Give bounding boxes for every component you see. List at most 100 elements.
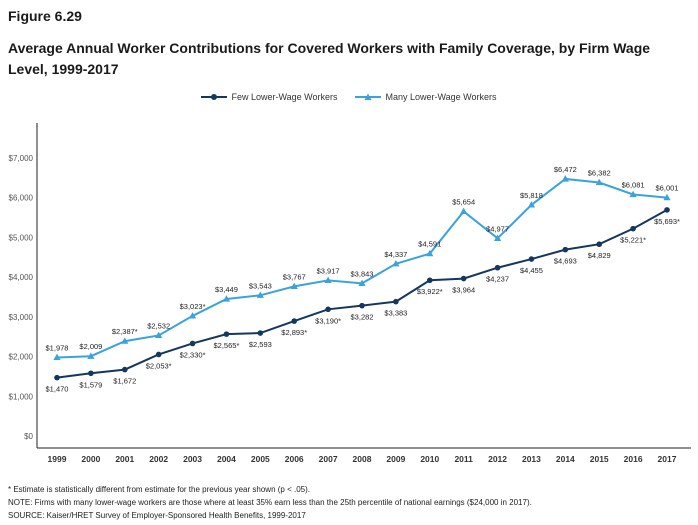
data-point-many [561,175,569,182]
data-point-few [562,246,569,253]
y-tick-label: $1,000 [9,392,34,401]
data-point-many [460,207,468,215]
data-point-few [155,351,162,358]
data-point-many [222,295,231,302]
y-tick-label: $3,000 [9,313,34,322]
data-point-few [189,340,196,347]
data-label-few: $2,593 [249,340,272,349]
data-label-few: $3,282 [351,313,374,322]
note-significance: * Estimate is statistically different fr… [8,485,310,494]
chart-notes: * Estimate is statistically different fr… [8,483,532,522]
x-tick-label: 2007 [319,454,338,464]
data-label-many: $4,337 [384,250,407,259]
legend-label-many: Many Lower-Wage Workers [385,92,497,102]
data-point-few [630,225,636,232]
data-label-few: $4,829 [588,251,611,260]
x-tick-label: 2016 [624,454,643,464]
data-label-many: $3,543 [249,281,272,290]
y-tick-label: $4,000 [9,273,34,282]
data-point-many [53,353,61,361]
data-point-few [359,302,365,309]
y-tick-label: $7,000 [9,154,34,163]
data-point-few [88,370,94,377]
data-label-many: $6,382 [588,169,611,178]
data-point-many [595,178,603,186]
note-source: SOURCE: Kaiser/HRET Survey of Employer-S… [8,511,306,520]
x-tick-label: 2011 [454,454,473,464]
x-tick-label: 2000 [81,454,100,464]
data-point-few [325,306,331,313]
data-label-few: $4,237 [486,275,509,284]
data-point-many [87,352,95,359]
y-tick-label: $2,000 [9,353,34,362]
data-point-many [188,312,197,319]
y-tick-label: $0 [24,432,33,441]
data-label-many: $6,001 [656,184,679,193]
x-tick-label: 2017 [658,454,677,464]
data-point-few [426,277,433,284]
x-tick-label: 2005 [251,454,270,464]
data-point-many [121,337,129,344]
x-tick-label: 2013 [522,454,541,464]
data-label-few: $1,470 [46,385,69,394]
data-label-few: $2,565* [214,341,240,350]
data-label-many: $2,009 [79,342,102,351]
x-tick-label: 2009 [386,454,405,464]
x-tick-label: 2008 [353,454,372,464]
data-label-many: $5,654 [452,197,475,206]
data-label-few: $1,672 [113,377,136,386]
data-point-many [663,193,671,201]
data-label-many: $3,449 [215,285,238,294]
data-point-few [121,366,128,373]
data-label-few: $3,964 [452,286,475,295]
data-label-many: $4,977 [486,224,509,233]
x-tick-label: 2010 [420,454,439,464]
data-label-many: $2,387* [112,327,138,336]
x-tick-label: 2006 [285,454,304,464]
data-label-many: $6,081 [622,180,645,189]
data-point-few [257,330,264,336]
data-point-many [527,201,536,208]
data-point-few [664,207,670,213]
data-point-many [155,331,163,339]
data-point-many [324,276,332,284]
data-point-few [54,374,60,381]
data-label-few: $5,221* [620,236,646,245]
data-label-few: $3,922* [417,287,443,296]
y-tick-label: $5,000 [9,233,34,242]
data-label-many: $5,818 [520,191,543,200]
data-label-many: $3,767 [283,272,306,281]
data-label-few: $4,455 [520,266,543,275]
data-point-few [393,298,399,305]
line-chart: $0 $1,000 $2,000 $3,000 $4,000 $5,000 $6,000 $7… [9,123,691,464]
data-label-many: $2,532 [147,321,170,330]
x-tick-label: 2014 [556,454,575,464]
data-point-few [494,264,501,271]
x-tick-label: 2003 [183,454,202,464]
x-tick-label: 2015 [590,454,609,464]
note-definition: NOTE: Firms with many lower-wage workers… [8,498,532,507]
data-label-few: $3,383 [384,309,407,318]
series-line-many [56,177,668,359]
chart-title: Average Annual Worker Contributions for … [8,40,651,77]
data-point-few [460,275,467,282]
data-label-many: $1,978 [46,343,69,352]
chart-legend: Few Lower-Wage Workers Many Lower-Wage W… [0,92,698,102]
data-point-many [256,291,264,298]
data-label-few: $2,330* [180,350,206,359]
legend-marker-few [201,94,228,100]
data-point-many [493,234,502,241]
x-tick-label: 2012 [488,454,507,464]
data-point-few [528,256,535,262]
legend-label-few: Few Lower-Wage Workers [231,92,338,102]
data-label-few: $2,053* [146,361,172,370]
x-tick-label: 1999 [48,454,67,464]
data-point-few [596,241,603,248]
data-label-few: $1,579 [79,380,102,389]
data-label-few: $4,693 [554,257,577,266]
data-label-many: $6,472 [554,165,577,174]
legend-marker-many [355,93,382,100]
data-label-many: $3,917 [317,266,340,275]
data-point-few [223,331,230,337]
x-tick-label: 2004 [217,454,236,464]
